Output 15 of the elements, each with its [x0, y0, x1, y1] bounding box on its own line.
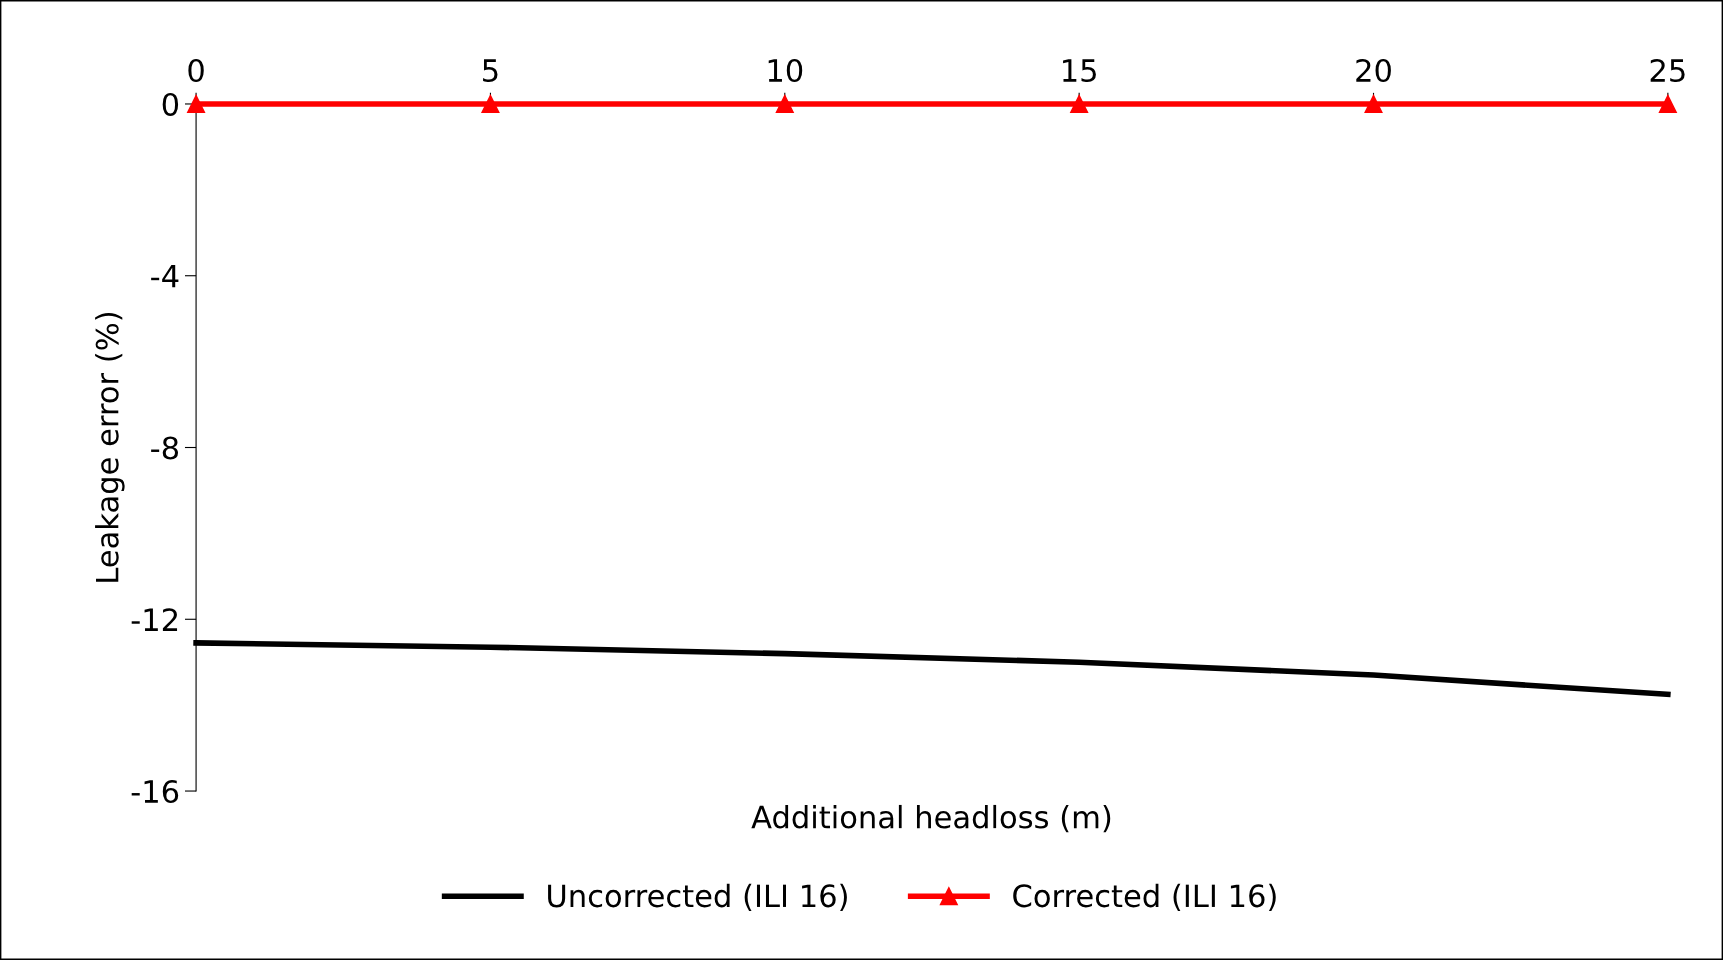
legend-label: Corrected (ILI 16) [1013, 883, 1276, 911]
y-tick-label: -12 [131, 608, 178, 631]
y-tick-label: -8 [151, 436, 179, 460]
y-axis-title: Leakage error (%) [95, 312, 125, 582]
x-tick-label: 0 [188, 58, 204, 83]
y-tick-label: 0 [162, 92, 179, 117]
x-tick-label: 15 [1063, 59, 1096, 83]
y-tick-label: -16 [131, 779, 179, 804]
x-tick-label: 20 [1356, 58, 1391, 83]
x-tick-label: 25 [1650, 58, 1685, 83]
x-tick-label: 5 [483, 59, 498, 83]
x-tick-label: 10 [768, 58, 803, 83]
y-tick-label: -4 [151, 265, 179, 288]
legend-label: Uncorrected (ILI 16) [548, 883, 847, 911]
x-axis-title: Additional headloss (m) [751, 804, 1111, 833]
